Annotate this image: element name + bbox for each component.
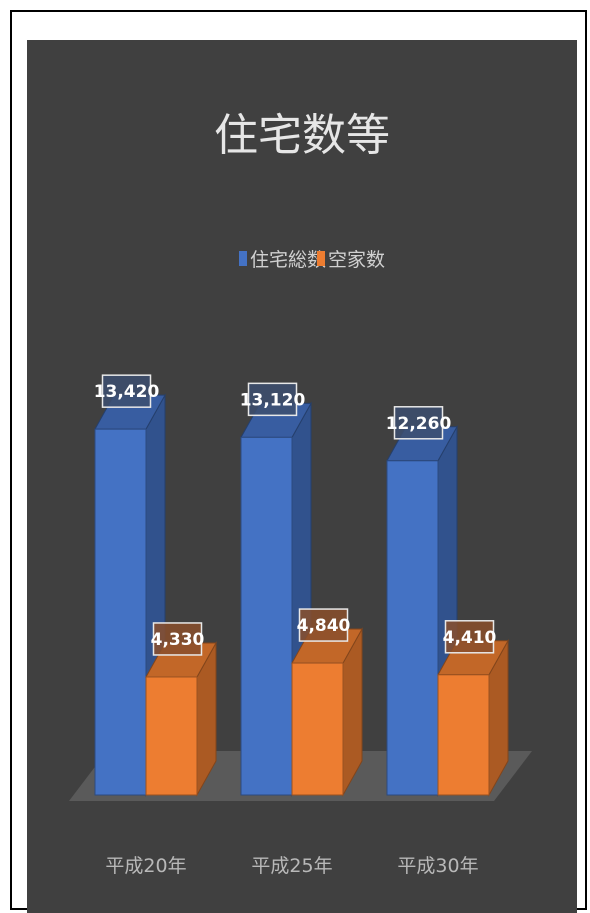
data-label-1-1: 13,420 xyxy=(94,374,160,408)
chart-title: 住宅数等 xyxy=(214,110,390,161)
bar-2-2 xyxy=(291,627,363,797)
svg-text:13,120: 13,120 xyxy=(240,390,306,410)
x-tick-1: 平成20年 xyxy=(105,855,186,877)
data-label-2-3: 4,410 xyxy=(443,620,497,654)
x-tick-2: 平成25年 xyxy=(251,855,332,877)
legend: 住宅総数 空家数 xyxy=(239,249,385,271)
data-labels: 13,420 4,330 13,120 4,840 12,260 4,410 xyxy=(94,374,497,656)
chart-area: 住宅数等 住宅総数 空家数 13,420 4,330 13,120 4,840 12,26… xyxy=(27,40,577,913)
legend-swatch-1 xyxy=(239,251,247,266)
bars xyxy=(94,393,509,797)
data-label-2-2: 4,840 xyxy=(297,608,351,642)
bar-1-1 xyxy=(94,393,166,797)
data-label-1-3: 12,260 xyxy=(386,406,452,440)
svg-text:13,420: 13,420 xyxy=(94,382,160,402)
bar-2-1 xyxy=(145,641,217,797)
x-axis-ticks: 平成20年 平成25年 平成30年 xyxy=(105,855,478,877)
chart-svg: 住宅数等 住宅総数 空家数 13,420 4,330 13,120 4,840 12,26… xyxy=(69,110,532,877)
data-label-1-2: 13,120 xyxy=(240,382,306,417)
svg-text:4,330: 4,330 xyxy=(151,630,205,650)
legend-label-2: 空家数 xyxy=(328,249,385,271)
x-tick-3: 平成30年 xyxy=(397,855,478,877)
svg-text:12,260: 12,260 xyxy=(386,414,452,434)
svg-text:4,840: 4,840 xyxy=(297,616,351,636)
data-label-2-1: 4,330 xyxy=(151,622,205,656)
bar-2-3 xyxy=(437,638,509,797)
svg-text:4,410: 4,410 xyxy=(443,628,497,648)
legend-label-1: 住宅総数 xyxy=(250,249,326,271)
legend-swatch-2 xyxy=(317,251,325,266)
